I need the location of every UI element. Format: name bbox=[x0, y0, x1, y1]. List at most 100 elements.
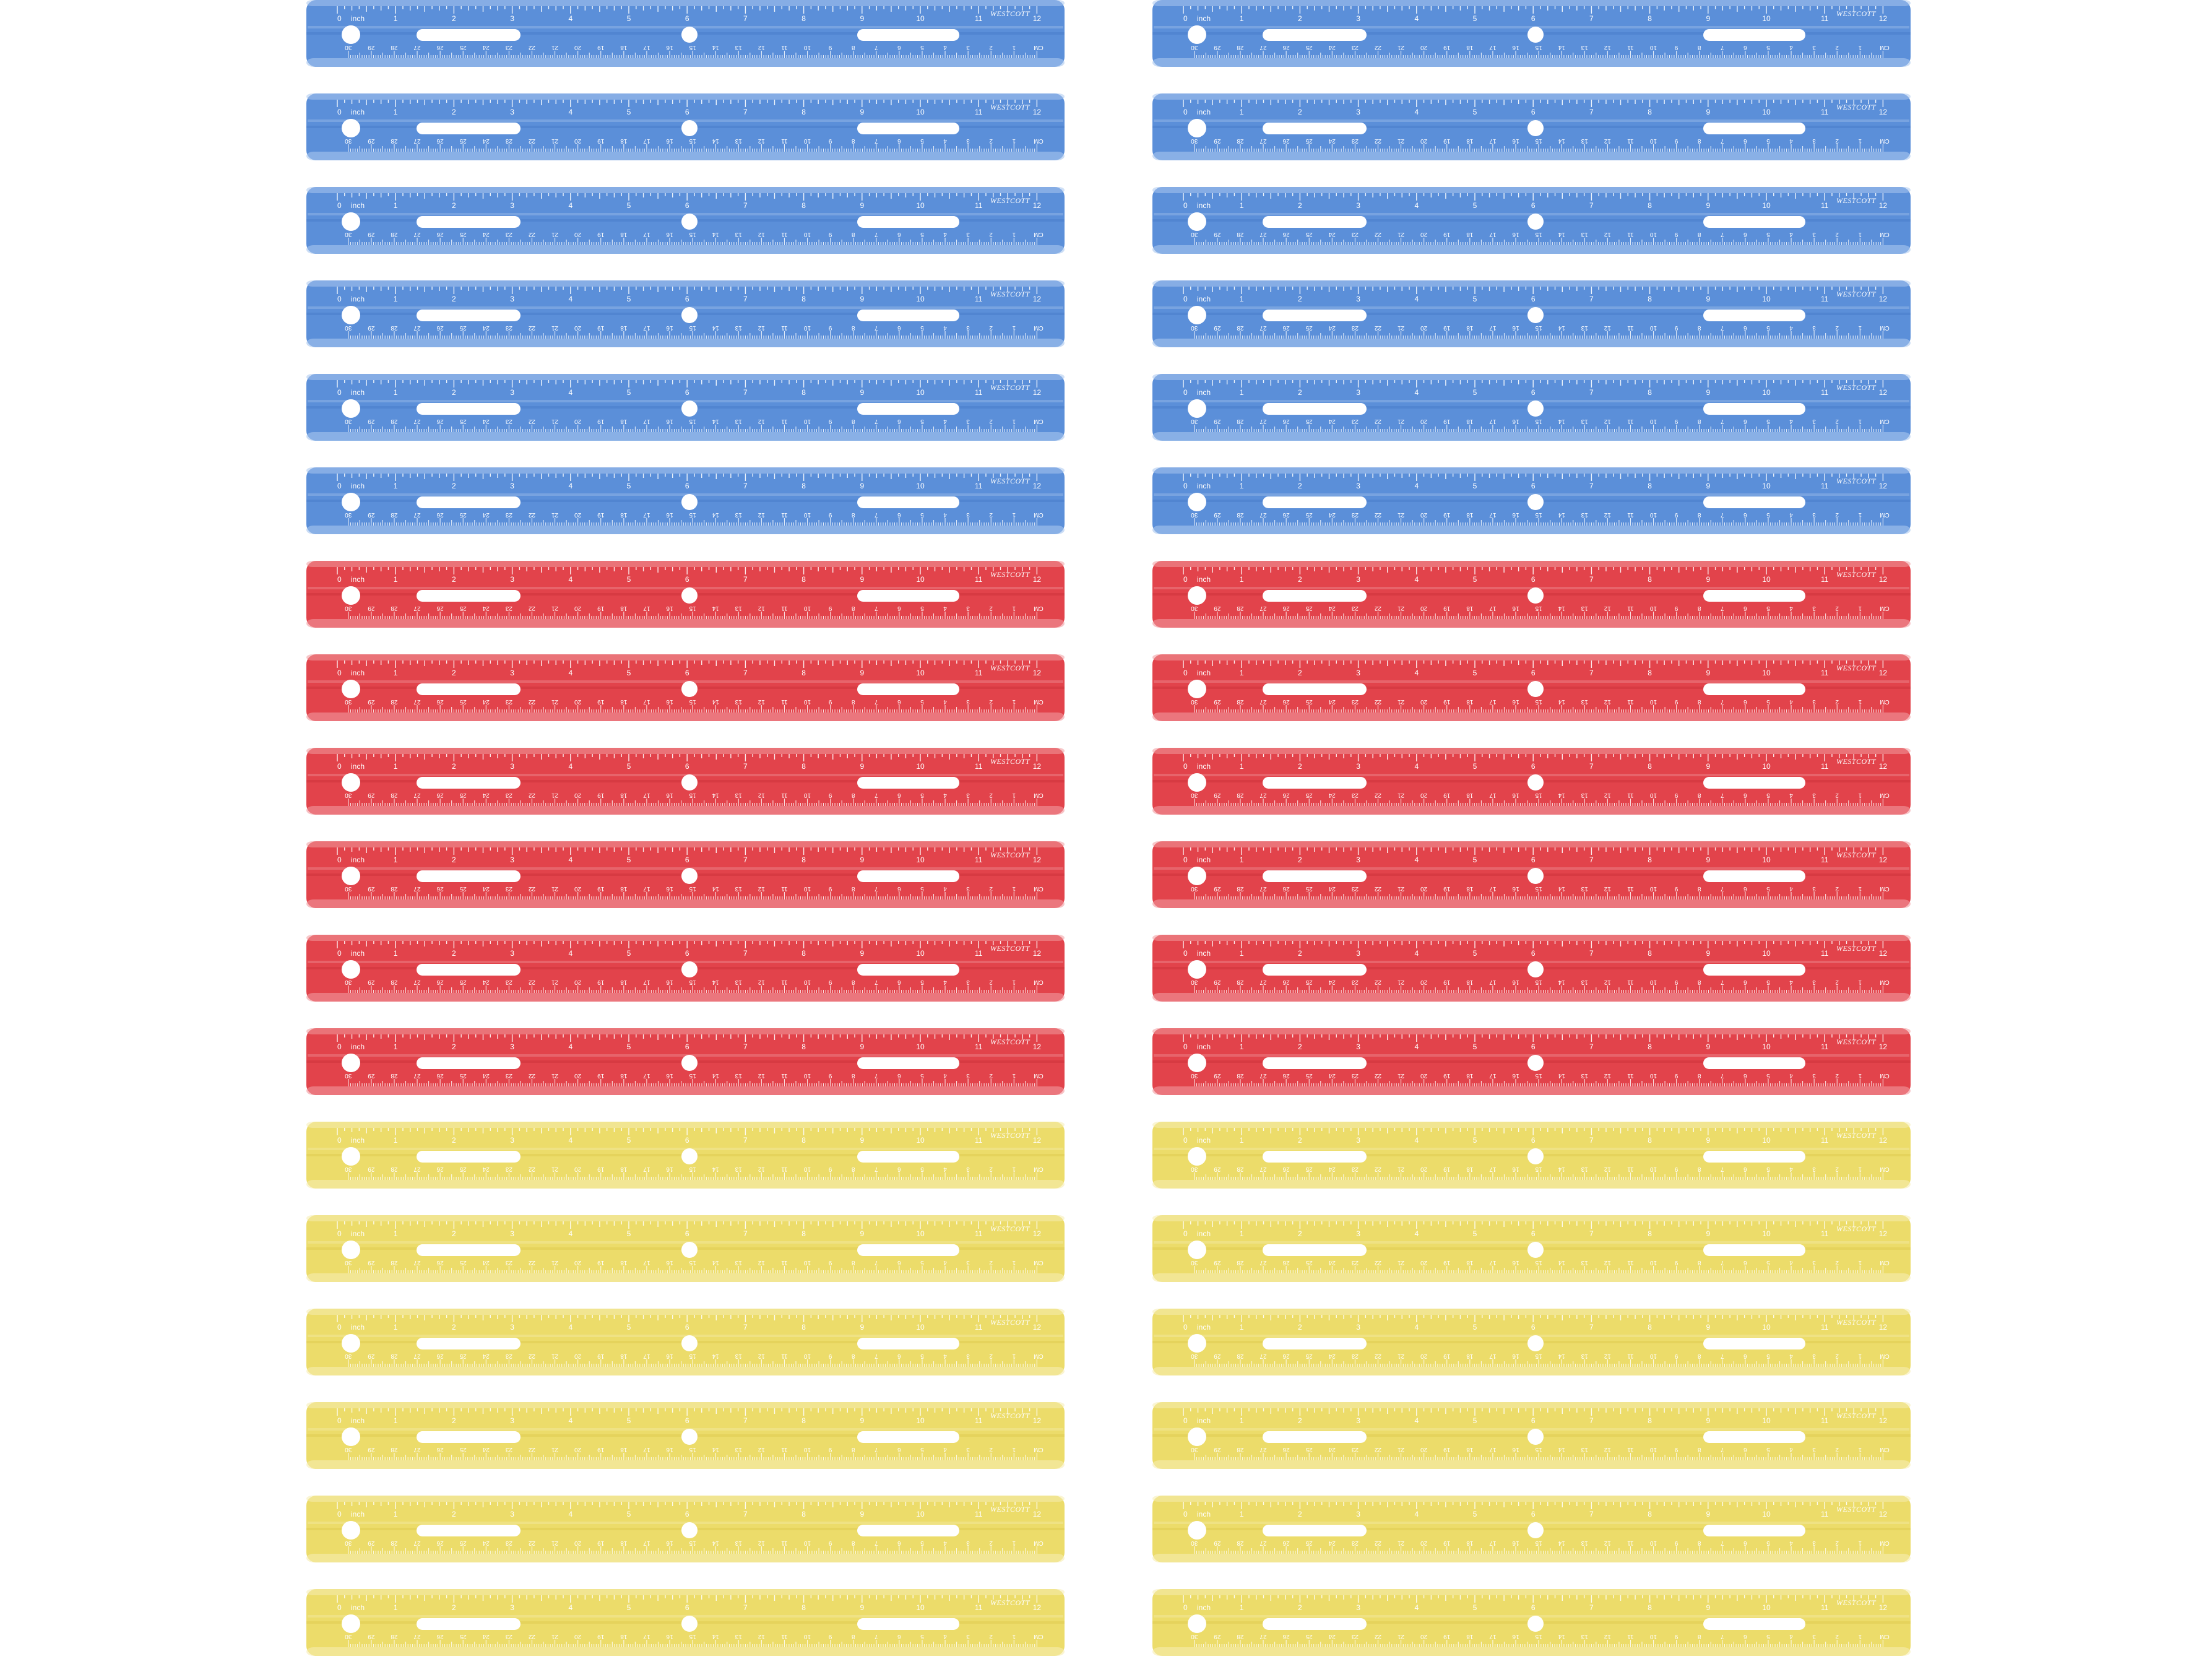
ruler-red: 0 1 2 3 4 5 6 7 8 9 10 11 12 inch WESTCOTT 30 29 28 27 26 25… bbox=[1152, 561, 1911, 628]
cm-number: 6 bbox=[1743, 1446, 1747, 1453]
inch-number: 0 bbox=[337, 1042, 342, 1051]
inch-number: 5 bbox=[1473, 295, 1477, 303]
cm-number: 12 bbox=[1604, 1633, 1611, 1640]
inch-number: 12 bbox=[1879, 949, 1888, 958]
cm-number: 6 bbox=[897, 1446, 901, 1453]
inch-number: 4 bbox=[1414, 1416, 1419, 1425]
cm-number: 26 bbox=[436, 1540, 444, 1546]
cm-number: 19 bbox=[597, 698, 605, 705]
cm-number: 3 bbox=[966, 605, 970, 612]
inch-number: 9 bbox=[860, 1510, 864, 1518]
binder-slot bbox=[857, 1151, 959, 1163]
cm-number: 25 bbox=[1305, 137, 1313, 144]
cm-number: 20 bbox=[1420, 1072, 1428, 1079]
cm-number: 13 bbox=[1581, 1540, 1588, 1546]
cm-label: CM bbox=[1880, 44, 1890, 51]
cm-number: 21 bbox=[1398, 1353, 1405, 1359]
cm-number: 7 bbox=[875, 231, 878, 238]
cm-number: 9 bbox=[828, 885, 832, 892]
cm-number: 7 bbox=[1721, 1259, 1724, 1266]
binder-hole bbox=[1527, 27, 1544, 43]
inch-number: 0 bbox=[337, 1229, 342, 1238]
cm-number: 11 bbox=[1627, 1072, 1634, 1079]
inch-number: 4 bbox=[568, 1510, 572, 1518]
cm-number: 20 bbox=[1420, 979, 1428, 985]
cm-number: 4 bbox=[943, 1633, 947, 1640]
cm-number: 24 bbox=[482, 324, 490, 331]
cm-number: 7 bbox=[875, 979, 878, 985]
binder-slot bbox=[857, 496, 959, 508]
inch-number: 2 bbox=[452, 14, 456, 23]
cm-number: 9 bbox=[828, 792, 832, 799]
inch-number: 11 bbox=[1821, 482, 1829, 490]
inch-number: 0 bbox=[1183, 1136, 1188, 1145]
cm-number: 29 bbox=[1214, 324, 1221, 331]
binder-slot bbox=[1263, 1338, 1367, 1349]
cm-number: 22 bbox=[528, 979, 535, 985]
inch-number: 8 bbox=[801, 482, 806, 490]
cm-number: 24 bbox=[482, 792, 490, 799]
cm-number: 17 bbox=[643, 1633, 650, 1640]
inch-number: 5 bbox=[627, 295, 631, 303]
inch-number: 4 bbox=[1414, 1136, 1419, 1145]
cm-number: 13 bbox=[735, 418, 742, 425]
cm-number: 30 bbox=[345, 1166, 352, 1172]
inch-number: 7 bbox=[1589, 1323, 1594, 1332]
cm-number: 7 bbox=[1721, 44, 1724, 51]
ruler-yellow: 0 1 2 3 4 5 6 7 8 9 10 11 12 inch WESTCOTT 30 29 28 27 26 25… bbox=[306, 1215, 1065, 1282]
cm-number: 13 bbox=[735, 1259, 742, 1266]
cm-number: 6 bbox=[897, 511, 901, 518]
cm-number: 26 bbox=[436, 137, 444, 144]
cm-number: 26 bbox=[436, 1259, 444, 1266]
inch-number: 12 bbox=[1879, 1042, 1888, 1051]
cm-number: 12 bbox=[758, 418, 765, 425]
cm-number: 6 bbox=[897, 44, 901, 51]
cm-number: 27 bbox=[413, 1633, 421, 1640]
cm-label: CM bbox=[1880, 1353, 1890, 1359]
cm-number: 23 bbox=[505, 231, 512, 238]
binder-hole bbox=[342, 1334, 360, 1353]
cm-number: 2 bbox=[1835, 231, 1839, 238]
cm-number: 23 bbox=[1351, 979, 1359, 985]
cm-number: 15 bbox=[1535, 885, 1542, 892]
cm-number: 1 bbox=[1012, 137, 1016, 144]
cm-number: 19 bbox=[1443, 1446, 1451, 1453]
cm-number: 4 bbox=[1789, 511, 1793, 518]
cm-number: 9 bbox=[828, 1072, 832, 1079]
inch-number: 8 bbox=[1648, 669, 1652, 677]
cm-number: 30 bbox=[345, 792, 352, 799]
cm-number: 2 bbox=[989, 885, 993, 892]
cm-number: 19 bbox=[1443, 792, 1451, 799]
cm-number: 15 bbox=[1535, 1072, 1542, 1079]
binder-slot bbox=[1703, 1431, 1805, 1443]
cm-number: 12 bbox=[1604, 1259, 1611, 1266]
cm-number: 10 bbox=[1650, 698, 1657, 705]
cm-number: 14 bbox=[1558, 1446, 1565, 1453]
inch-number: 8 bbox=[1648, 1136, 1652, 1145]
cm-number: 29 bbox=[1214, 1633, 1221, 1640]
cm-number: 26 bbox=[1282, 885, 1290, 892]
ruler-yellow: 0 1 2 3 4 5 6 7 8 9 10 11 12 inch WESTCOTT 30 29 28 27 26 25… bbox=[1152, 1215, 1911, 1282]
inch-number: 5 bbox=[1473, 855, 1477, 864]
cm-number: 23 bbox=[505, 792, 512, 799]
inch-number: 2 bbox=[1298, 855, 1302, 864]
cm-number: 23 bbox=[1351, 1353, 1359, 1359]
cm-number: 15 bbox=[689, 324, 696, 331]
cm-number: 6 bbox=[1743, 1166, 1747, 1172]
cm-number: 7 bbox=[875, 1540, 878, 1546]
binder-hole bbox=[1188, 1334, 1206, 1353]
cm-number: 20 bbox=[574, 1072, 582, 1079]
cm-number: 29 bbox=[1214, 231, 1221, 238]
cm-number: 16 bbox=[1512, 1633, 1519, 1640]
cm-number: 22 bbox=[1374, 605, 1381, 612]
cm-number: 20 bbox=[1420, 1446, 1428, 1453]
cm-number: 9 bbox=[1674, 1540, 1678, 1546]
cm-number: 14 bbox=[712, 231, 719, 238]
inch-number: 12 bbox=[1879, 482, 1888, 490]
cm-number: 30 bbox=[1191, 1166, 1198, 1172]
cm-number: 28 bbox=[1237, 1072, 1244, 1079]
cm-number: 22 bbox=[528, 231, 535, 238]
cm-number: 21 bbox=[1398, 1633, 1405, 1640]
cm-number: 14 bbox=[1558, 1353, 1565, 1359]
